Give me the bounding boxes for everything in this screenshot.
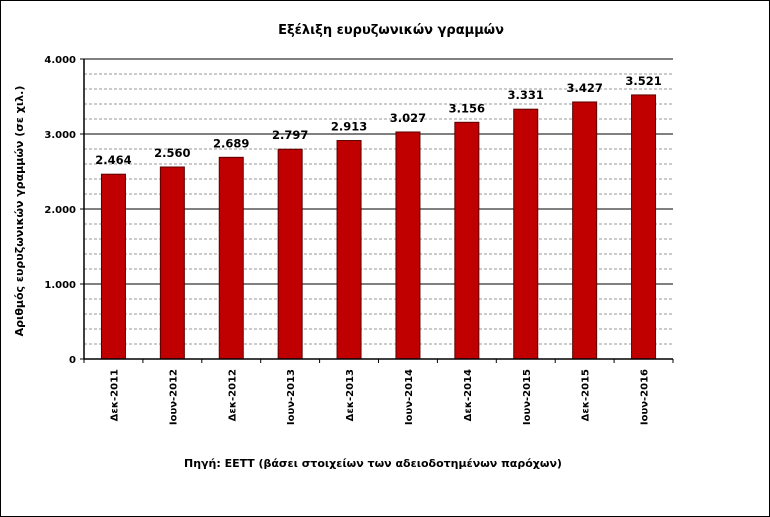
- x-tick-label: Δεκ-2011: [109, 369, 120, 421]
- y-tick-label: 0: [69, 355, 76, 366]
- x-tick-label: Δεκ-2012: [227, 369, 238, 421]
- x-tick-label: Δεκ-2015: [581, 369, 592, 421]
- bar-Δεκ-2014: [454, 121, 480, 360]
- bar-Ιουν-2015: [513, 108, 539, 360]
- bar-Δεκ-2013: [336, 140, 362, 360]
- bar-Δεκ-2015: [572, 101, 598, 360]
- chart-title: Εξέλιξη ευρυζωνικών γραμμών: [278, 23, 504, 38]
- x-tick-label: Ιουν-2015: [522, 369, 533, 425]
- x-tick-label: Ιουν-2016: [640, 369, 651, 425]
- axes: [80, 58, 674, 363]
- data-label: 3.156: [449, 101, 485, 115]
- data-label: 2.797: [272, 128, 308, 142]
- y-tick-label: 3.000: [44, 130, 76, 141]
- bar-Ιουν-2016: [631, 94, 657, 360]
- source-note: Πηγή: ΕΕΤΤ (βάσει στοιχείων των αδειοδοτ…: [184, 457, 562, 470]
- y-tick-label: 4.000: [44, 55, 76, 66]
- data-label: 2.464: [95, 153, 131, 167]
- bar-Δεκ-2012: [218, 156, 244, 360]
- y-axis-label: Αριθμός ευρυζωνικών γραμμών (σε χιλ.): [13, 86, 26, 337]
- bar-Ιουν-2012: [159, 166, 185, 360]
- x-tick-label: Δεκ-2014: [463, 369, 474, 421]
- data-label: 3.027: [390, 111, 426, 125]
- data-label: 2.560: [154, 146, 190, 160]
- x-tick-label: Ιουν-2012: [168, 369, 179, 425]
- data-labels: 2.464 2.560 2.689 2.797 2.913 3.027 3.156 3.331…: [95, 74, 661, 167]
- data-label: 3.427: [566, 81, 602, 95]
- bar-Ιουν-2014: [395, 131, 421, 360]
- x-tick-label: Ιουν-2013: [286, 369, 297, 425]
- x-tick-label: Ιουν-2014: [404, 369, 415, 425]
- x-tick-labels: Δεκ-2011 Ιουν-2012 Δεκ-2012 Ιουν-2013 Δεκ-20…: [109, 369, 650, 425]
- data-label: 3.331: [508, 88, 544, 102]
- bar-Δεκ-2011: [100, 173, 126, 360]
- y-tick-label: 2.000: [44, 205, 76, 216]
- x-tick-label: Δεκ-2013: [345, 369, 356, 421]
- y-tick-label: 1.000: [44, 280, 76, 291]
- data-label: 2.913: [331, 120, 367, 134]
- data-label: 2.689: [213, 136, 249, 150]
- data-label: 3.521: [625, 74, 661, 88]
- bars: [100, 94, 657, 360]
- bar-Ιουν-2013: [277, 148, 303, 360]
- y-tick-labels: 0 1.000 2.000 3.000 4.000: [44, 55, 76, 366]
